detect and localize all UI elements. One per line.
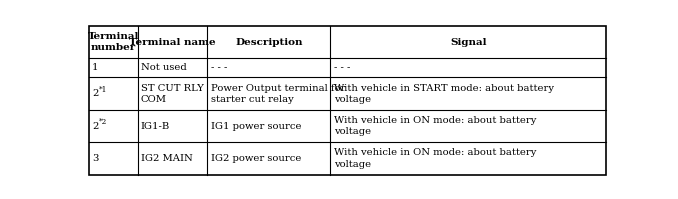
Text: Power Output terminal for
starter cut relay: Power Output terminal for starter cut re… bbox=[210, 84, 345, 104]
Text: 2: 2 bbox=[92, 89, 98, 98]
Text: *1: *1 bbox=[98, 86, 107, 94]
Text: With vehicle in ON mode: about battery
voltage: With vehicle in ON mode: about battery v… bbox=[334, 148, 536, 169]
Text: Terminal
number: Terminal number bbox=[87, 32, 139, 52]
Text: 1: 1 bbox=[92, 63, 98, 72]
Text: ST CUT RLY
COM: ST CUT RLY COM bbox=[141, 84, 203, 104]
Text: IG2 MAIN: IG2 MAIN bbox=[141, 154, 193, 163]
Text: - - -: - - - bbox=[334, 63, 350, 72]
Text: With vehicle in START mode: about battery
voltage: With vehicle in START mode: about batter… bbox=[334, 84, 553, 104]
Text: IG2 power source: IG2 power source bbox=[210, 154, 301, 163]
Text: - - -: - - - bbox=[210, 63, 227, 72]
Text: Not used: Not used bbox=[141, 63, 186, 72]
Text: Signal: Signal bbox=[450, 38, 486, 47]
Text: *2: *2 bbox=[98, 118, 106, 126]
Text: With vehicle in ON mode: about battery
voltage: With vehicle in ON mode: about battery v… bbox=[334, 116, 536, 136]
Text: 3: 3 bbox=[92, 154, 98, 163]
Text: Description: Description bbox=[235, 38, 302, 47]
Text: Terminal name: Terminal name bbox=[129, 38, 216, 47]
Text: 2: 2 bbox=[92, 122, 98, 131]
Text: IG1-B: IG1-B bbox=[141, 122, 170, 131]
Text: IG1 power source: IG1 power source bbox=[210, 122, 301, 131]
